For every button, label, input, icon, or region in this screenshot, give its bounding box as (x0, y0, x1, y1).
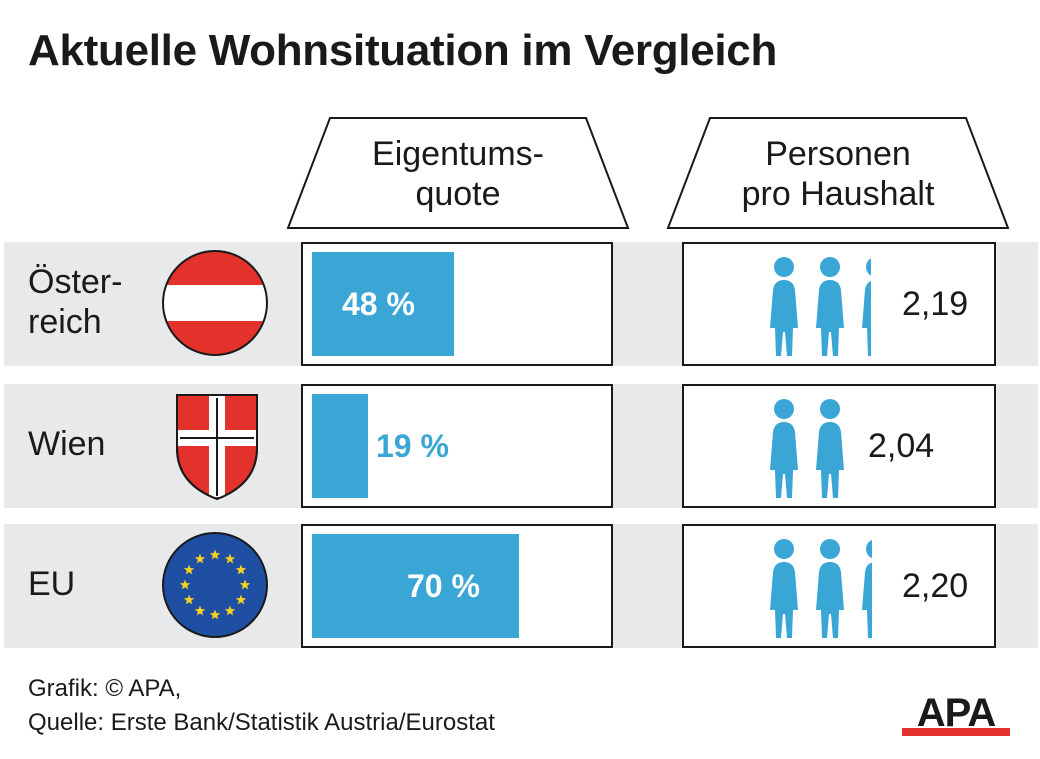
apa-logo: APA (902, 691, 1010, 736)
ownership-value-label: 70 % (407, 567, 480, 604)
eu-star-icon (239, 579, 251, 590)
eu-star-icon (179, 579, 191, 590)
row-eu: EU 70 % 2,20 (4, 524, 1038, 648)
eu-star-icon (235, 564, 247, 575)
header-persons-per-household: Personen pro Haushalt (666, 116, 1010, 230)
header-trapezoid-shape (666, 117, 1010, 229)
ownership-box: 19 % (301, 384, 613, 508)
svg-text:APA: APA (917, 691, 996, 735)
person-icon (770, 399, 798, 498)
person-icon (862, 539, 872, 638)
austria-flag-icon (162, 250, 268, 356)
eu-star-icon (235, 594, 247, 605)
header-persons-label: Personen pro Haushalt (741, 135, 935, 213)
persons-box: 2,04 (682, 384, 996, 508)
header-ownership-quota: Eigentums- quote (286, 116, 630, 230)
ownership-bar (312, 394, 368, 498)
page-title: Aktuelle Wohnsituation im Vergleich (28, 26, 778, 75)
eu-star-icon (194, 605, 206, 616)
person-icon (862, 258, 871, 356)
eu-flag-icon (162, 532, 268, 638)
credit-text: Grafik: © APA, (28, 675, 182, 702)
eu-star-icon (209, 549, 221, 560)
row-austria: Öster- reich 48 % 2,19 (4, 242, 1038, 366)
row-label: Wien (28, 425, 106, 463)
person-icon (770, 539, 798, 638)
row-vienna: Wien 19 % 2,04 (4, 384, 1038, 508)
eu-star-icon (183, 594, 195, 605)
header-trapezoid-shape (286, 117, 630, 229)
ownership-box: 48 % (301, 242, 613, 366)
eu-star-icon (209, 609, 221, 620)
ownership-value-label: 48 % (342, 285, 415, 322)
eu-star-icon (183, 564, 195, 575)
header-ownership-quota-label: Eigentums- quote (372, 135, 544, 213)
persons-icon-group (770, 399, 844, 498)
persons-value-label: 2,20 (902, 566, 969, 605)
source-text: Quelle: Erste Bank/Statistik Austria/Eur… (28, 709, 495, 736)
person-icon (816, 539, 844, 638)
person-icon (816, 257, 844, 356)
eu-star-icon (224, 605, 236, 616)
persons-value-label: 2,04 (868, 426, 935, 465)
persons-icon-group (770, 257, 871, 356)
person-icon (770, 257, 798, 356)
row-label: Öster- reich (28, 263, 123, 341)
ownership-box: 70 % (301, 524, 613, 648)
eu-star-icon (224, 553, 236, 564)
footer-credit: Grafik: © APA, Quelle: Erste Bank/Statis… (28, 672, 495, 740)
persons-box: 2,20 (682, 524, 996, 648)
ownership-value-label: 19 % (376, 427, 449, 464)
vienna-coat-of-arms-icon (176, 394, 258, 501)
person-icon (816, 399, 844, 498)
ownership-bar (312, 252, 454, 356)
persons-box: 2,19 (682, 242, 996, 366)
row-label: EU (28, 565, 76, 603)
ownership-bar (312, 534, 519, 638)
persons-value-label: 2,19 (902, 284, 969, 323)
persons-icon-group (770, 539, 872, 638)
eu-star-icon (194, 553, 206, 564)
